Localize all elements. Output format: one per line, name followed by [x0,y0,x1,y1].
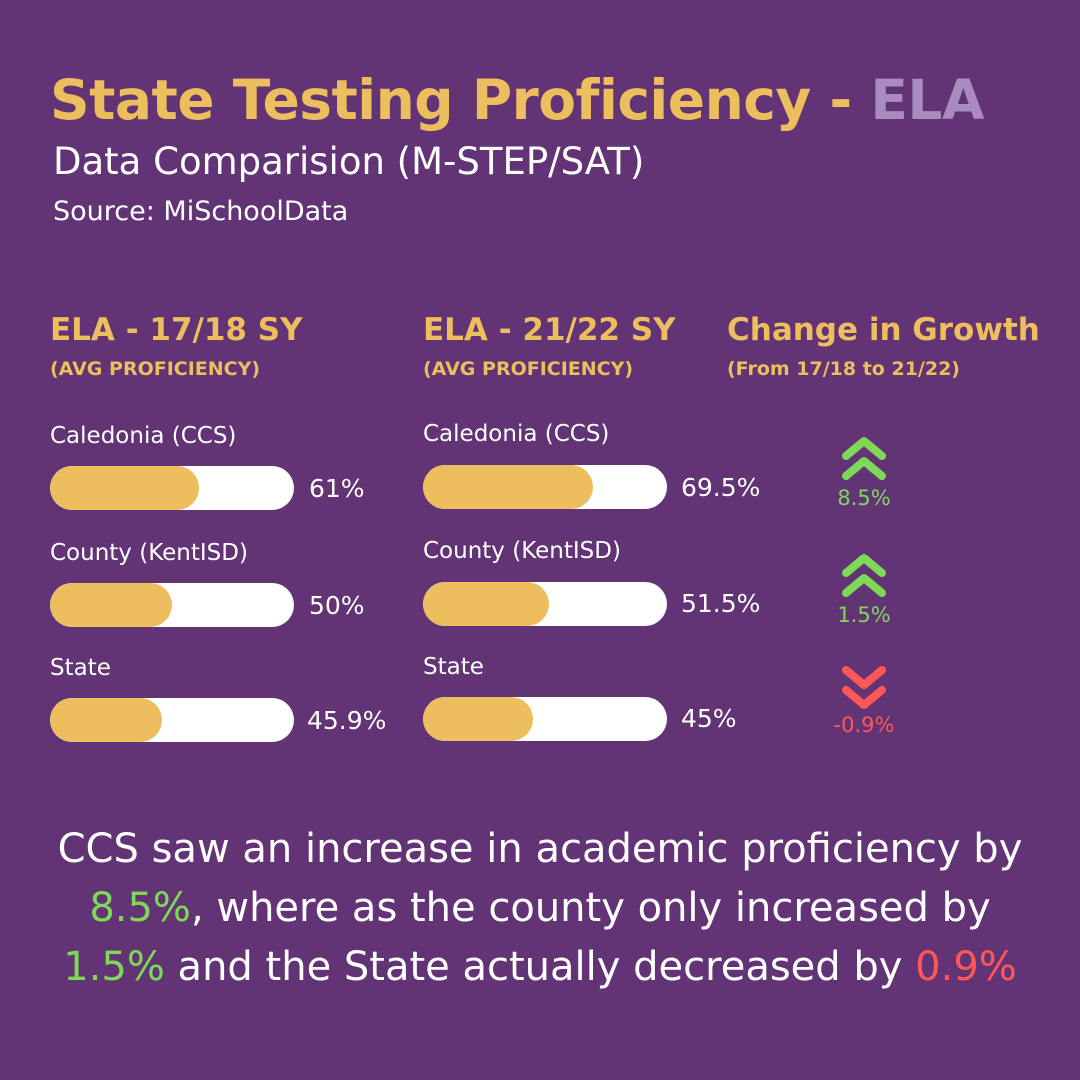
column-heading: ELA - 17/18 SY [50,312,303,348]
title-accent: ELA [870,68,985,132]
column-header-1718: ELA - 17/18 SY (AVG PROFICIENCY) [50,312,303,380]
column-header-change: Change in Growth (From 17/18 to 21/22) [727,312,1040,380]
progress-bar-1718-caledonia [50,466,294,510]
progress-bar-1718-county [50,583,294,627]
progress-fill [50,583,172,627]
row-label-1718-state: State [50,655,111,681]
column-header-2122: ELA - 21/22 SY (AVG PROFICIENCY) [423,312,676,380]
change-value: -0.9% [833,713,895,737]
row-label-2122-county: County (KentISD) [423,538,621,564]
progress-fill [423,697,533,741]
progress-fill [50,698,162,742]
summary-ccs-change: 8.5% [89,885,191,931]
progress-bar-2122-state [423,697,667,741]
summary-part3: and the State actually decreased by [164,944,916,990]
page-subtitle: Data Comparision (M-STEP/SAT) [53,140,645,183]
change-value: 1.5% [837,603,891,627]
row-label-2122-state: State [423,654,484,680]
double-chevron-up-icon [842,554,886,597]
progress-bar-1718-state [50,698,294,742]
row-label-1718-county: County (KentISD) [50,540,248,566]
column-heading: Change in Growth [727,312,1040,348]
value-1718-caledonia: 61% [309,474,365,503]
progress-fill [423,582,549,626]
change-indicator-state: -0.9% [804,663,924,737]
progress-fill [423,465,593,509]
value-2122-county: 51.5% [681,589,761,618]
row-label-1718-caledonia: Caledonia (CCS) [50,423,237,449]
summary-part2: , where as the county only increased by [190,885,991,931]
column-subheading: (AVG PROFICIENCY) [50,358,261,380]
change-indicator-caledonia: 8.5% [804,436,924,510]
column-subheading: (From 17/18 to 21/22) [727,358,960,380]
double-chevron-up-icon [842,437,886,480]
title-main: State Testing Proficiency - [50,68,871,132]
progress-bar-2122-caledonia [423,465,667,509]
row-label-2122-caledonia: Caledonia (CCS) [423,421,610,447]
value-1718-state: 45.9% [307,706,387,735]
summary-county-change: 1.5% [63,944,165,990]
change-value: 8.5% [837,486,891,510]
summary-text: CCS saw an increase in academic proficie… [40,820,1040,997]
column-subheading: (AVG PROFICIENCY) [423,358,634,380]
value-2122-caledonia: 69.5% [681,473,761,502]
summary-part1: CCS saw an increase in academic proficie… [57,826,1023,872]
page-title: State Testing Proficiency - ELA [50,68,985,132]
summary-state-change: 0.9% [915,944,1017,990]
progress-bar-2122-county [423,582,667,626]
source-note: Source: MiSchoolData [53,196,349,227]
change-indicator-county: 1.5% [804,553,924,627]
value-2122-state: 45% [681,704,737,733]
value-1718-county: 50% [309,591,365,620]
progress-fill [50,466,199,510]
column-heading: ELA - 21/22 SY [423,312,676,348]
double-chevron-down-icon [842,666,886,709]
